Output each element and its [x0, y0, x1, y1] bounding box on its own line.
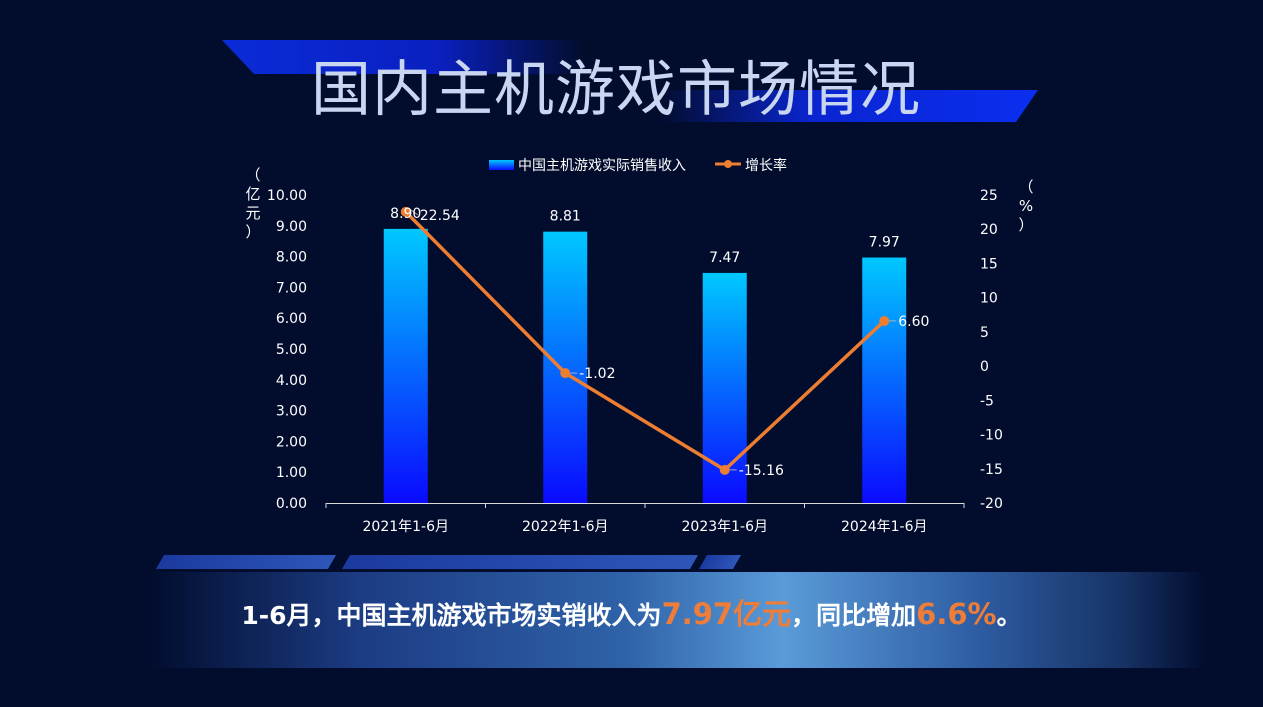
y2-tick-label: 25 [980, 188, 998, 204]
chart-legend: 中国主机游戏实际销售收入 增长率 [489, 157, 787, 174]
y-axis-title-char: 元 [245, 204, 260, 222]
growth-point [560, 368, 571, 379]
y2-axis-ticks: -20 -15 -10 -5 0 5 10 15 20 25 [980, 188, 1003, 512]
y-tick-label: 8.00 [276, 250, 307, 266]
y2-tick-label: 10 [980, 291, 998, 307]
page-title: 国内主机游戏市场情况 [311, 55, 921, 125]
x-tick-label: 2023年1-6月 [682, 519, 769, 535]
summary-revenue-highlight: 7.97亿元 [661, 597, 792, 631]
y-axis-title-char: 亿 [245, 185, 260, 203]
bar-series [383, 228, 907, 504]
y-axis-title-char: （ [245, 166, 260, 184]
bar-value-label: 7.97 [869, 235, 900, 251]
growth-value-label: -15.16 [739, 463, 784, 479]
growth-line [404, 210, 886, 472]
growth-leader-line [410, 209, 418, 216]
summary-prefix: 1-6月，中国主机游戏市场实销收入为 [241, 601, 662, 630]
x-axis: 2021年1-6月 2022年1-6月 2023年1-6月 2024年1-6月 [325, 503, 965, 535]
bar [862, 257, 907, 503]
x-tick-label: 2024年1-6月 [841, 519, 928, 535]
combo-chart: 中国主机游戏实际销售收入 增长率 （亿元） （%） 0.001.002.003.… [245, 157, 1033, 535]
y2-tick-label: -15 [980, 462, 1003, 478]
bar-value-label: 8.90 [390, 206, 421, 222]
y2-axis-title-char: ） [1018, 216, 1033, 234]
y2-axis-title: （%） [1018, 178, 1033, 234]
y2-tick-label: 5 [980, 325, 989, 341]
y-tick-label: 2.00 [276, 434, 307, 450]
y2-axis-title-char: （ [1018, 178, 1033, 196]
data-labels: 8.90 8.81 7.47 7.97 22.54 -1.02 -15.16 6.60 [390, 206, 929, 479]
y-tick-label: 5.00 [276, 342, 307, 358]
legend-line-label: 增长率 [745, 157, 787, 174]
x-tick-label: 2022年1-6月 [522, 519, 609, 535]
y2-tick-label: -10 [980, 428, 1003, 444]
growth-value-label: 6.60 [898, 314, 929, 330]
y-axis-ticks: 0.00 1.00 2.00 3.00 4.00 5.00 6.00 7.00 8.00 9.00… [267, 188, 307, 512]
decor-strip-2 [341, 555, 699, 569]
y2-tick-label: 15 [980, 256, 998, 272]
decor-strip-1 [155, 555, 337, 569]
growth-point [400, 206, 411, 217]
summary-middle: ，同比增加 [791, 601, 917, 630]
decor-strip-3 [698, 555, 742, 569]
x-tick-label: 2021年1-6月 [363, 519, 450, 535]
summary-suffix: 。 [996, 601, 1022, 630]
y2-tick-label: 0 [980, 359, 989, 375]
y-tick-label: 1.00 [276, 465, 307, 481]
bar-value-label: 7.47 [709, 250, 740, 266]
growth-point [719, 464, 730, 475]
growth-value-label: 22.54 [420, 208, 460, 224]
y-tick-label: 4.00 [276, 373, 307, 389]
legend-line-marker [724, 160, 732, 168]
y-tick-label: 0.00 [276, 496, 307, 512]
bar [383, 228, 428, 503]
y-tick-label: 6.00 [276, 311, 307, 327]
growth-point [879, 315, 890, 326]
growth-value-label: -1.02 [579, 366, 615, 382]
y-axis-title: （亿元） [245, 166, 260, 241]
y2-tick-label: -20 [980, 496, 1003, 512]
bar-value-label: 8.81 [550, 209, 581, 225]
summary-text: 1-6月，中国主机游戏市场实销收入为7.97亿元，同比增加6.6%。 [0, 592, 1263, 638]
summary-growth-highlight: 6.6% [916, 597, 997, 631]
title-decoration-right [660, 90, 1038, 122]
summary-band [150, 572, 1205, 668]
line-series [400, 206, 897, 475]
bar [702, 272, 747, 503]
bar [543, 231, 588, 504]
y-tick-label: 10.00 [267, 188, 307, 204]
legend-bar-swatch [489, 160, 514, 170]
y-axis-title-char: ） [245, 223, 260, 241]
y-tick-label: 9.00 [276, 219, 307, 235]
title-decoration-left [222, 40, 582, 74]
y2-axis-title-char: % [1019, 197, 1033, 215]
y2-tick-label: 20 [980, 222, 998, 238]
y-tick-label: 7.00 [276, 280, 307, 296]
legend-bar-label: 中国主机游戏实际销售收入 [518, 158, 686, 174]
y-tick-label: 3.00 [276, 404, 307, 420]
y2-tick-label: -5 [980, 393, 994, 409]
